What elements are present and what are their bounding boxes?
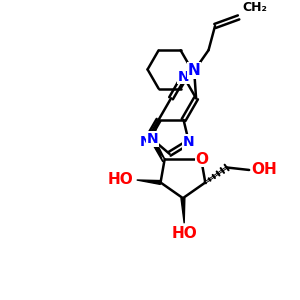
Text: N: N xyxy=(183,135,195,149)
Text: N: N xyxy=(146,132,158,146)
Text: HO: HO xyxy=(108,172,134,188)
Text: N: N xyxy=(178,70,189,84)
Text: OH: OH xyxy=(251,163,277,178)
Polygon shape xyxy=(150,138,163,162)
Text: N: N xyxy=(183,135,195,149)
Text: N: N xyxy=(178,70,189,84)
Text: N: N xyxy=(188,63,200,78)
Text: N: N xyxy=(188,63,200,78)
Text: N: N xyxy=(140,135,152,149)
Polygon shape xyxy=(137,180,161,184)
Polygon shape xyxy=(181,198,185,223)
Text: O: O xyxy=(196,152,208,166)
Polygon shape xyxy=(150,138,165,159)
Text: CH₂: CH₂ xyxy=(242,1,267,13)
Text: N: N xyxy=(146,132,158,146)
Text: HO: HO xyxy=(171,226,197,241)
Text: N: N xyxy=(140,135,152,149)
Text: O: O xyxy=(196,152,208,166)
